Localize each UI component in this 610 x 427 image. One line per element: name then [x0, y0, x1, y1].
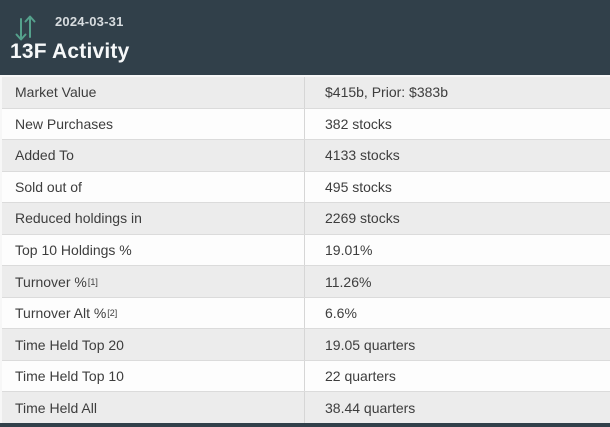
- row-label: Time Held Top 20: [2, 329, 305, 360]
- row-label-text: Time Held Top 20: [15, 336, 124, 353]
- row-label: Top 10 Holdings %: [2, 234, 305, 266]
- row-value: 38.44 quarters: [325, 399, 416, 416]
- row-label-text: Turnover %: [15, 273, 87, 290]
- row-value: 4133 stocks: [325, 147, 400, 164]
- report-date: 2024-03-31: [55, 14, 124, 29]
- 13f-activity-table: Market Value $415b, Prior: $383b New Pur…: [0, 75, 610, 424]
- table-row-turnover-alt-pct: Turnover Alt % [2] 6.6%: [2, 297, 610, 330]
- row-value: $415b, Prior: $383b: [325, 84, 448, 101]
- table-row-added-to: Added To 4133 stocks: [2, 140, 610, 172]
- row-label-text: Sold out of: [15, 178, 82, 195]
- row-value: 22 quarters: [325, 368, 396, 385]
- row-value: 382 stocks: [325, 115, 392, 132]
- row-value: 19.05 quarters: [325, 336, 416, 353]
- table-row-new-purchases: New Purchases 382 stocks: [2, 108, 610, 141]
- row-label: New Purchases: [2, 108, 305, 140]
- row-label: Time Held All: [2, 392, 305, 424]
- row-label: Added To: [2, 140, 305, 171]
- table-row-time-held-all: Time Held All 38.44 quarters: [2, 392, 610, 424]
- row-label-text: New Purchases: [15, 115, 114, 132]
- table-row-top10-holdings-pct: Top 10 Holdings % 19.01%: [2, 234, 610, 267]
- row-value: 2269 stocks: [325, 210, 400, 227]
- row-label-text: Time Held All: [15, 399, 97, 416]
- table-row-market-value: Market Value $415b, Prior: $383b: [2, 77, 610, 109]
- row-value: 11.26%: [325, 273, 372, 290]
- row-label: Turnover % [1]: [2, 266, 305, 297]
- panel-header: 2024-03-31 13F Activity: [0, 0, 610, 75]
- table-row-turnover-pct: Turnover % [1] 11.26%: [2, 266, 610, 298]
- row-label: Time Held Top 10: [2, 360, 305, 392]
- table-row-sold-out-of: Sold out of 495 stocks: [2, 171, 610, 204]
- row-value: 6.6%: [325, 305, 357, 322]
- row-label: Turnover Alt % [2]: [2, 297, 305, 329]
- row-label: Reduced holdings in: [2, 203, 305, 234]
- next-section-header-edge: [0, 423, 610, 427]
- row-label-text: Market Value: [15, 84, 97, 101]
- up-down-arrows-icon[interactable]: [13, 10, 39, 44]
- table-row-time-held-top20: Time Held Top 20 19.05 quarters: [2, 329, 610, 361]
- panel-title: 13F Activity: [10, 40, 130, 63]
- row-label: Sold out of: [2, 171, 305, 203]
- row-label-text: Time Held Top 10: [15, 368, 124, 385]
- row-label-text: Reduced holdings in: [15, 210, 142, 227]
- table-row-reduced-holdings: Reduced holdings in 2269 stocks: [2, 203, 610, 235]
- row-label: Market Value: [2, 77, 305, 108]
- row-label-text: Top 10 Holdings %: [15, 242, 132, 258]
- row-label-text: Added To: [15, 147, 74, 164]
- row-value: 495 stocks: [325, 178, 392, 195]
- row-value: 19.01%: [325, 242, 373, 258]
- table-row-time-held-top10: Time Held Top 10 22 quarters: [2, 360, 610, 393]
- row-label-text: Turnover Alt %: [15, 305, 107, 322]
